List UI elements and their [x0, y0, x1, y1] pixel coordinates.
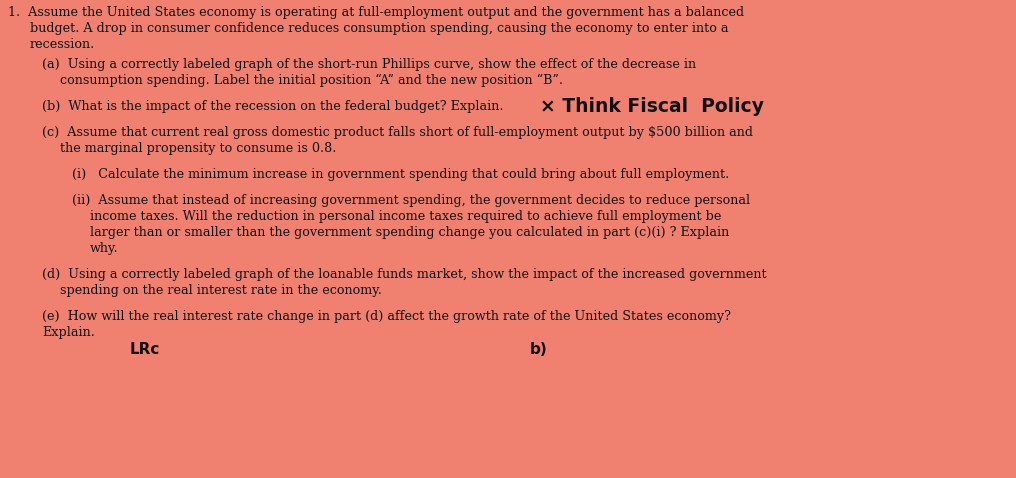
Text: consumption spending. Label the initial position “A” and the new position “B”.: consumption spending. Label the initial … [60, 74, 563, 87]
Text: (b)  What is the impact of the recession on the federal budget? Explain.: (b) What is the impact of the recession … [42, 100, 504, 113]
Text: (i)   Calculate the minimum increase in government spending that could bring abo: (i) Calculate the minimum increase in go… [72, 168, 729, 181]
Text: income taxes. Will the reduction in personal income taxes required to achieve fu: income taxes. Will the reduction in pers… [90, 210, 721, 223]
Text: why.: why. [90, 242, 119, 255]
Text: (d)  Using a correctly labeled graph of the loanable funds market, show the impa: (d) Using a correctly labeled graph of t… [42, 268, 767, 281]
Text: ⨯ Think Fiscal  Policy: ⨯ Think Fiscal Policy [539, 97, 764, 116]
Text: the marginal propensity to consume is 0.8.: the marginal propensity to consume is 0.… [60, 142, 336, 155]
Text: b): b) [530, 342, 548, 357]
Text: LRc: LRc [130, 342, 161, 357]
Text: (e)  How will the real interest rate change in part (d) affect the growth rate o: (e) How will the real interest rate chan… [42, 310, 731, 323]
Text: budget. A drop in consumer confidence reduces consumption spending, causing the : budget. A drop in consumer confidence re… [30, 22, 728, 35]
Text: (a)  Using a correctly labeled graph of the short-run Phillips curve, show the e: (a) Using a correctly labeled graph of t… [42, 58, 696, 71]
Text: 1.  Assume the United States economy is operating at full-employment output and : 1. Assume the United States economy is o… [8, 6, 744, 19]
Text: recession.: recession. [30, 38, 96, 51]
Text: (ii)  Assume that instead of increasing government spending, the government deci: (ii) Assume that instead of increasing g… [72, 194, 750, 207]
Text: larger than or smaller than the government spending change you calculated in par: larger than or smaller than the governme… [90, 226, 729, 239]
Text: (c)  Assume that current real gross domestic product falls short of full-employm: (c) Assume that current real gross domes… [42, 126, 753, 139]
Text: Explain.: Explain. [42, 326, 94, 339]
Text: spending on the real interest rate in the economy.: spending on the real interest rate in th… [60, 284, 382, 297]
